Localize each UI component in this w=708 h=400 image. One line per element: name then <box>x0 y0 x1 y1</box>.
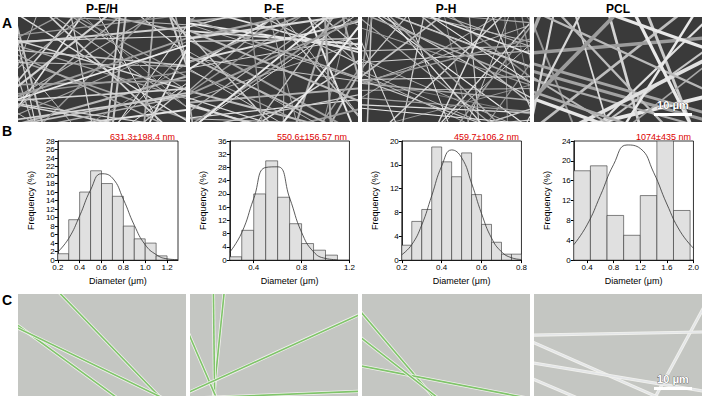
svg-text:8: 8 <box>566 216 571 225</box>
svg-text:631.3±198.4 nm: 631.3±198.4 nm <box>110 132 175 142</box>
svg-text:36: 36 <box>218 137 227 146</box>
svg-text:1.2: 1.2 <box>344 263 356 272</box>
svg-text:12: 12 <box>218 216 227 225</box>
svg-text:0.4: 0.4 <box>74 263 86 272</box>
svg-text:16: 16 <box>46 188 55 197</box>
svg-text:4: 4 <box>50 239 55 248</box>
svg-text:0.8: 0.8 <box>118 263 130 272</box>
svg-text:20: 20 <box>46 171 55 180</box>
html-text:B: B <box>2 123 13 139</box>
svg-text:8: 8 <box>222 229 227 238</box>
svg-text:0.4: 0.4 <box>248 263 260 272</box>
svg-text:14: 14 <box>46 196 55 205</box>
svg-text:0.8: 0.8 <box>516 263 528 272</box>
svg-text:1.0: 1.0 <box>140 263 152 272</box>
svg-text:28: 28 <box>218 163 227 172</box>
svg-text:1.2: 1.2 <box>635 263 647 272</box>
svg-text:Diameter (μm): Diameter (μm) <box>89 276 147 286</box>
svg-text:16: 16 <box>390 160 399 169</box>
svg-text:24: 24 <box>562 137 571 146</box>
svg-text:Frequency (%): Frequency (%) <box>26 171 36 230</box>
svg-text:8: 8 <box>394 208 399 217</box>
svg-text:24: 24 <box>46 154 55 163</box>
svg-text:0.8: 0.8 <box>608 263 620 272</box>
svg-text:0: 0 <box>50 255 55 265</box>
svg-text:0.6: 0.6 <box>476 263 488 272</box>
svg-text:6: 6 <box>50 230 55 239</box>
svg-text:32: 32 <box>218 150 227 159</box>
svg-text:Diameter (μm): Diameter (μm) <box>605 276 663 286</box>
svg-text:2.0: 2.0 <box>688 263 700 272</box>
svg-text:0.8: 0.8 <box>296 263 308 272</box>
svg-text:459.7±106.2 nm: 459.7±106.2 nm <box>454 132 519 142</box>
svg-text:4: 4 <box>394 232 399 241</box>
svg-text:0.6: 0.6 <box>96 263 108 272</box>
html-text:P-H: P-H <box>435 2 457 16</box>
svg-text:0: 0 <box>394 255 399 265</box>
svg-text:18: 18 <box>46 179 55 188</box>
svg-text:550.6±156.57 nm: 550.6±156.57 nm <box>277 132 347 142</box>
svg-text:12: 12 <box>562 196 571 205</box>
html-text:P-E: P-E <box>264 2 284 16</box>
html-text:C: C <box>2 292 13 308</box>
svg-text:4: 4 <box>566 236 571 245</box>
svg-text:2: 2 <box>50 247 55 256</box>
svg-text:Diameter (μm): Diameter (μm) <box>261 276 319 286</box>
svg-text:20: 20 <box>390 137 399 146</box>
html-text:P-E/H: P-E/H <box>86 2 118 16</box>
svg-text:12: 12 <box>46 205 55 214</box>
svg-text:10: 10 <box>46 213 55 222</box>
svg-text:0.4: 0.4 <box>582 263 594 272</box>
svg-text:1.6: 1.6 <box>661 263 673 272</box>
svg-text:28: 28 <box>46 137 55 146</box>
svg-text:24: 24 <box>218 176 227 185</box>
svg-text:Frequency (%): Frequency (%) <box>542 171 552 230</box>
svg-text:Frequency (%): Frequency (%) <box>370 171 380 230</box>
svg-text:8: 8 <box>50 222 55 231</box>
svg-text:1074±435 nm: 1074±435 nm <box>636 132 691 142</box>
svg-text:22: 22 <box>46 162 55 171</box>
svg-text:Frequency (%): Frequency (%) <box>198 171 208 230</box>
svg-text:4: 4 <box>222 242 227 251</box>
svg-text:16: 16 <box>562 176 571 185</box>
svg-text:0.2: 0.2 <box>52 263 64 272</box>
html-text:A: A <box>2 15 13 31</box>
svg-text:20: 20 <box>218 189 227 198</box>
svg-text:12: 12 <box>390 184 399 193</box>
svg-text:26: 26 <box>46 145 55 154</box>
svg-text:20: 20 <box>562 156 571 165</box>
html-text:PCL: PCL <box>606 2 630 16</box>
svg-text:0.4: 0.4 <box>436 263 448 272</box>
svg-text:10 μm: 10 μm <box>657 99 689 111</box>
svg-text:0: 0 <box>222 256 227 265</box>
svg-text:Diameter (μm): Diameter (μm) <box>433 276 491 286</box>
svg-text:10 μm: 10 μm <box>657 373 689 385</box>
svg-text:0: 0 <box>566 256 571 265</box>
svg-text:0.2: 0.2 <box>396 263 408 272</box>
svg-text:16: 16 <box>218 203 227 212</box>
svg-text:1.2: 1.2 <box>162 263 174 272</box>
